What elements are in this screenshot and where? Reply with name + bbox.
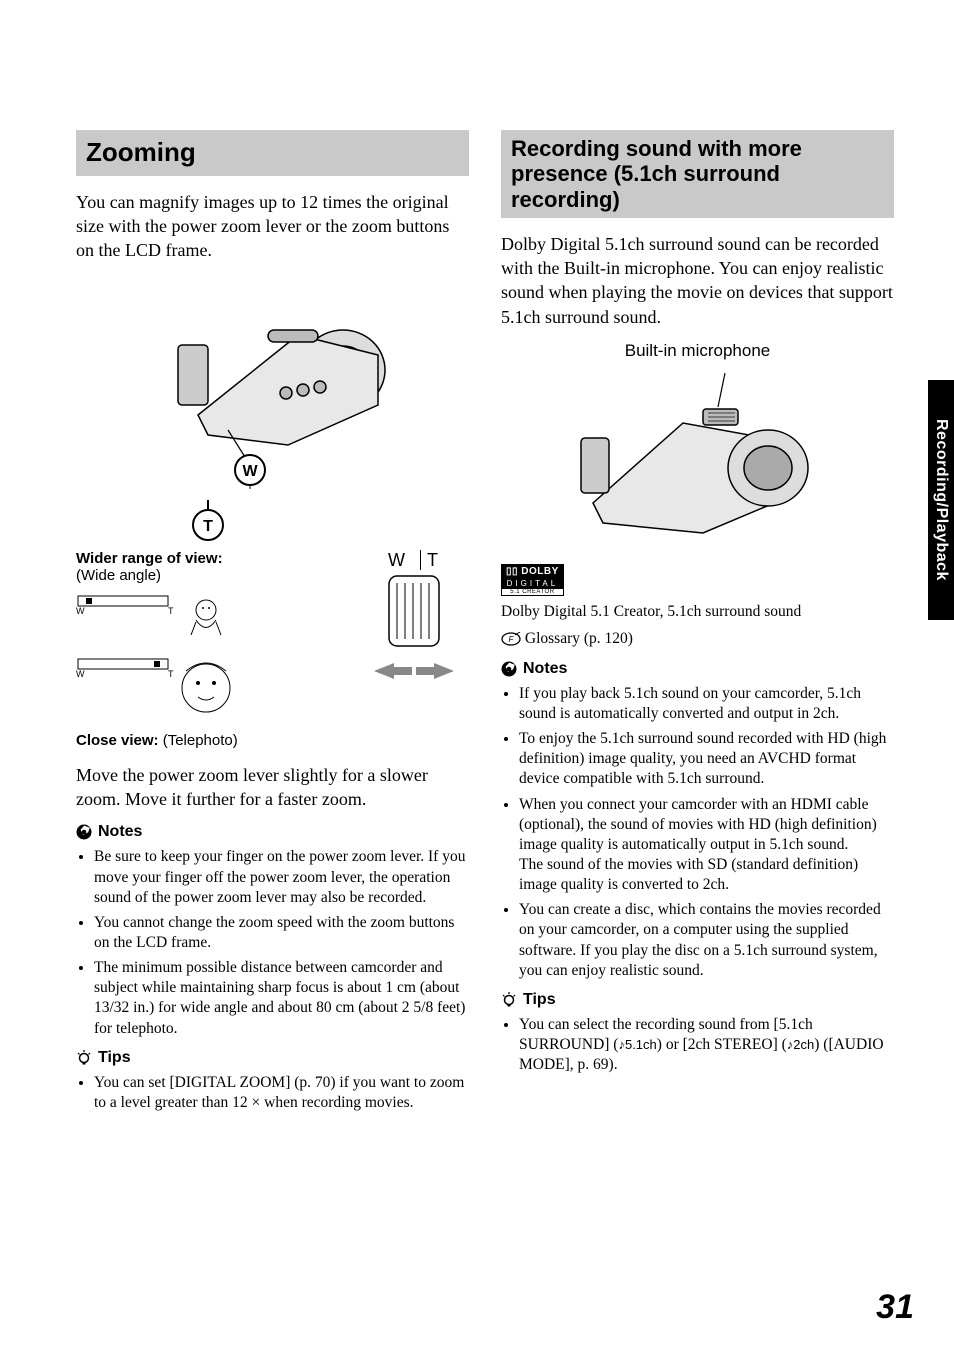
zooming-intro: You can magnify images up to 12 times th… [76,190,469,263]
recording-sound-heading: Recording sound with more presence (5.1c… [501,130,894,218]
right-note-item: When you connect your camcorder with an … [519,795,894,896]
svg-text:W: W [76,669,85,679]
right-notes-list: If you play back 5.1ch sound on your cam… [501,684,894,981]
right-tips-heading: Tips [501,991,894,1009]
glossary-line-2: F Glossary (p. 120) [501,629,894,650]
right-tip-item: You can select the recording sound from … [519,1015,894,1075]
page-number: 31 [876,1288,914,1327]
note-icon [76,824,92,840]
zooming-heading: Zooming [76,130,469,176]
left-tips-list: You can set [DIGITAL ZOOM] (p. 70) if yo… [76,1073,469,1113]
left-column: Zooming You can magnify images up to 12 … [76,130,469,1118]
left-note-item: You cannot change the zoom speed with th… [94,913,469,953]
section-tab: Recording/Playback [928,380,954,620]
camcorder-illustration: W [118,275,428,495]
wider-range-bold: Wider range of view: [76,550,223,567]
built-in-mic-label: Built-in microphone [501,341,894,361]
right-notes-heading: Notes [501,660,894,678]
camcorder-mic-illustration [563,373,833,543]
svg-text:W: W [76,606,85,616]
svg-text:F: F [509,635,515,644]
glossary-icon: F [501,632,521,646]
svg-text:T: T [168,606,174,616]
audio-2ch-icon: ♪2ch [787,1037,814,1052]
left-note-item: Be sure to keep your finger on the power… [94,847,469,907]
dolby-mid: DIGITAL [501,579,564,589]
zoom-bar-icon [369,571,459,691]
right-note-item: You can create a disc, which contains th… [519,900,894,981]
mic-figure [501,373,894,548]
left-tips-heading: Tips [76,1049,469,1067]
tip-icon [501,992,517,1008]
zoom-scale-figure: Wider range of view: (Wide angle) W T [76,550,469,749]
note-icon [501,661,517,677]
wt-circles: T [188,470,228,550]
left-notes-list: Be sure to keep your finger on the power… [76,847,469,1038]
left-tip-item: You can set [DIGITAL ZOOM] (p. 70) if yo… [94,1073,469,1113]
left-notes-heading: Notes [76,823,469,841]
right-tips-list: You can select the recording sound from … [501,1015,894,1075]
t-letter: T [427,550,440,570]
zoom-para2: Move the power zoom lever slightly for a… [76,763,469,812]
wider-range-plain: (Wide angle) [76,567,161,584]
dolby-bot: 5.1 CREATOR [501,589,564,596]
recording-intro: Dolby Digital 5.1ch surround sound can b… [501,232,894,329]
svg-text:T: T [203,518,213,535]
audio-51-icon: ♪5.1ch [618,1037,656,1052]
w-letter: W [388,550,407,570]
close-view-bold: Close view: [76,732,159,749]
close-view-plain: (Telephoto) [163,732,238,749]
left-note-item: The minimum possible distance between ca… [94,958,469,1039]
dolby-badge: ▯▯ DOLBY DIGITAL 5.1 CREATOR [501,564,564,596]
svg-text:T: T [168,669,174,679]
right-column: Recording sound with more presence (5.1c… [501,130,894,1118]
camcorder-figure: W T [76,275,469,500]
right-note-item: If you play back 5.1ch sound on your cam… [519,684,894,724]
w-label-circle: W [242,463,258,480]
right-note-item: To enjoy the 5.1ch surround sound record… [519,729,894,789]
dolby-top: ▯▯ DOLBY [501,564,564,579]
glossary-line-1: Dolby Digital 5.1 Creator, 5.1ch surroun… [501,602,894,623]
tip-icon [76,1050,92,1066]
